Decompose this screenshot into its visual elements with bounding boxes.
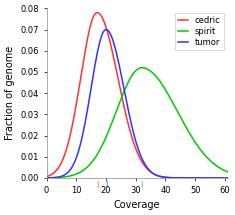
tumor	[105, 28, 107, 31]
Text: |: |	[141, 181, 143, 188]
tumor	[45, 177, 48, 179]
tumor	[54, 176, 57, 179]
spirit	[221, 168, 224, 171]
Y-axis label: Fraction of genome: Fraction of genome	[5, 46, 15, 140]
cedric	[221, 177, 224, 179]
cedric	[221, 177, 224, 179]
Text: |: |	[105, 181, 107, 188]
spirit	[45, 177, 48, 179]
Legend: cedric, spirit, tumor: cedric, spirit, tumor	[175, 12, 224, 50]
cedric	[96, 11, 98, 14]
Line: tumor: tumor	[47, 29, 228, 178]
cedric	[45, 175, 48, 178]
cedric	[226, 177, 229, 179]
Line: spirit: spirit	[47, 68, 228, 178]
cedric	[129, 129, 131, 132]
Text: |: |	[96, 181, 98, 188]
Line: cedric: cedric	[47, 13, 228, 178]
spirit	[54, 176, 57, 179]
tumor	[129, 117, 131, 119]
tumor	[221, 177, 224, 179]
cedric	[54, 170, 57, 172]
spirit	[226, 171, 229, 173]
cedric	[188, 177, 191, 179]
spirit	[188, 132, 191, 134]
tumor	[188, 177, 191, 179]
spirit	[140, 66, 143, 69]
spirit	[129, 78, 131, 80]
tumor	[133, 136, 136, 139]
cedric	[133, 145, 136, 147]
tumor	[226, 177, 229, 179]
spirit	[133, 71, 136, 73]
X-axis label: Coverage: Coverage	[114, 200, 161, 210]
spirit	[221, 168, 224, 171]
tumor	[221, 177, 224, 179]
